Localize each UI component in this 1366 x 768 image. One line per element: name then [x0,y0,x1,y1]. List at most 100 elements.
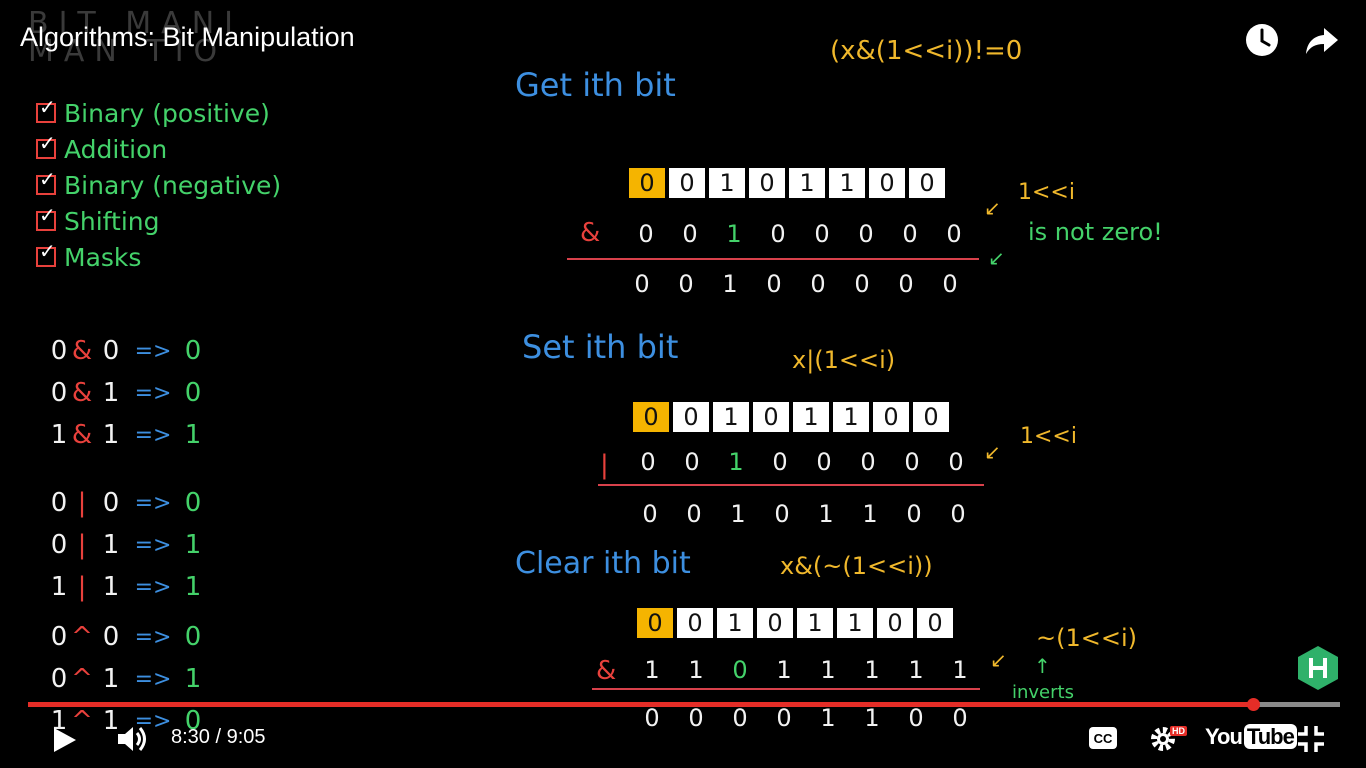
arrow: => [134,574,172,600]
bit-digit: 0 [810,270,826,298]
operator: ^ [71,664,93,694]
bit-digit: 0 [904,448,920,476]
bit-digit: 0 [640,448,656,476]
checkbox-checked-icon [36,203,56,231]
operand-a: 0 [50,664,68,694]
watermark-line-2: MAN TIO [28,34,228,69]
bit-digit: 0 [642,500,658,528]
operand-a: 0 [50,488,68,518]
bit-box: 1 [835,606,875,640]
bit-box: 0 [667,166,707,200]
bit-box: 0 [627,166,667,200]
operand-a: 1 [50,572,68,602]
clear-bit-formula: x&(~(1<<i)) [780,552,933,580]
checklist-item: Masks [36,239,281,275]
volume-icon[interactable] [116,724,150,754]
clear-divider [592,688,980,690]
arrow: => [134,624,172,650]
bit-box: 0 [671,400,711,434]
operand-b: 0 [102,488,120,518]
operand-b: 0 [102,622,120,652]
cc-icon[interactable]: CC [1089,727,1117,749]
operand-a: 0 [50,336,68,366]
operand-b: 1 [102,530,120,560]
bit-digit: 0 [860,448,876,476]
bit-digit: 1 [862,500,878,528]
checklist-item: Binary (positive) [36,95,281,131]
operator: & [71,378,93,408]
result: 0 [184,378,202,408]
bit-digit: 1 [726,220,742,248]
bit-box: 0 [867,166,907,200]
bit-box: 0 [871,400,911,434]
bit-box: 1 [791,400,831,434]
checklist-item: Binary (negative) [36,167,281,203]
exit-fullscreen-icon[interactable] [1296,724,1326,754]
board-watermark: BIT MANI MAN TIO [28,9,243,69]
youtube-logo[interactable]: You Tube [1205,724,1297,750]
gear-icon[interactable] [1148,724,1178,754]
video-title[interactable]: Algorithms: Bit Manipulation [20,22,355,52]
bit-digit: 0 [732,704,748,732]
or-truth-table: 0 | 0 => 0 0 | 1 => 1 1 | 1 => 1 [48,482,208,608]
youtube-logo-you: You [1205,724,1243,749]
bit-box: 1 [715,606,755,640]
share-arrow-icon[interactable] [1304,22,1340,58]
truth-row: 0 | 0 => 0 [48,482,208,524]
current-time: 8:30 [171,726,210,748]
bit-digit: 0 [638,220,654,248]
progress-bar[interactable] [28,698,1340,711]
bit-digit: 1 [776,656,792,684]
bit-box: 0 [635,606,675,640]
play-icon[interactable] [52,726,78,754]
clock-icon[interactable] [1244,22,1280,58]
bit-digit: 0 [686,500,702,528]
checklist-item: Addition [36,131,281,167]
bit-digit: 0 [684,448,700,476]
checkbox-checked-icon [36,167,56,195]
bit-box: 0 [631,400,671,434]
truth-row: 0 ^ 1 => 1 [48,658,208,700]
operand-b: 1 [102,706,120,736]
bit-digit: 0 [770,220,786,248]
truth-row: 0 & 0 => 0 [48,330,208,372]
bit-digit: 0 [948,448,964,476]
and-truth-table: 0 & 0 => 0 0 & 1 => 0 1 & 1 => 1 [48,330,208,456]
progress-played [28,702,1254,707]
bit-digit: 0 [814,220,830,248]
bit-digit: 1 [864,704,880,732]
duration: 9:05 [226,726,266,748]
bit-box: 1 [827,166,867,200]
bit-digit: 1 [728,448,744,476]
operator: & [71,420,93,450]
checklist-label: Masks [64,242,142,272]
clear-shift-note: ~(1<<i) [1036,624,1137,652]
bit-digit: 0 [732,656,748,684]
bit-box: 0 [675,606,715,640]
bit-box: 1 [795,606,835,640]
operand-b: 0 [102,336,120,366]
hexagon-h-logo[interactable] [1296,645,1340,691]
bit-digit: 1 [730,500,746,528]
bit-digit: 0 [774,500,790,528]
bit-box: 1 [711,400,751,434]
checkbox-checked-icon [36,95,56,123]
xor-truth-table: 0 ^ 0 => 0 0 ^ 1 => 1 1 ^ 1 => 0 [48,616,208,742]
bit-digit: 1 [908,656,924,684]
operand-b: 1 [102,572,120,602]
bit-digit: 1 [644,656,660,684]
get-bit-formula: (x&(1<<i))!=0 [830,36,1023,66]
result: 0 [184,622,202,652]
bit-digit: 0 [858,220,874,248]
scrubber-handle[interactable] [1247,698,1261,711]
checklist-item: Shifting [36,203,281,239]
operand-a: 0 [50,622,68,652]
get-nonzero-arrow-icon: ↙ [988,246,1005,270]
